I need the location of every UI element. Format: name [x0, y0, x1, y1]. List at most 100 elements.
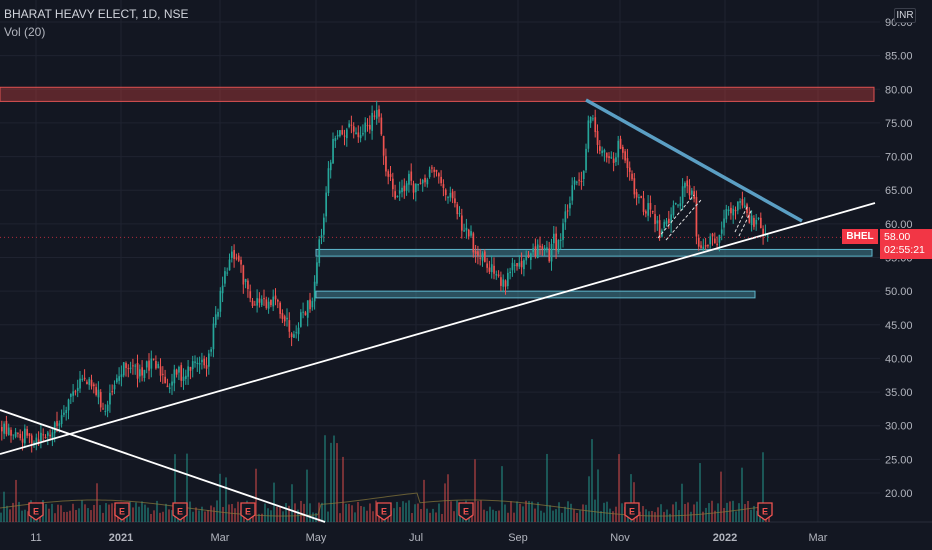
earnings-marker-label: E — [33, 507, 39, 517]
candle-body — [102, 408, 104, 410]
candle-body — [113, 384, 116, 390]
candle-body — [562, 223, 564, 240]
volume-bar — [78, 508, 80, 522]
volume-bar — [234, 508, 236, 522]
volume-bar — [240, 510, 242, 522]
candle-body — [762, 228, 764, 236]
volume-bar — [306, 469, 308, 522]
volume-bar — [327, 511, 329, 522]
volume-bar — [192, 511, 194, 522]
x-tick-label: 11 — [30, 532, 41, 544]
candle-body — [58, 423, 61, 426]
time-axis[interactable]: 11 2021 Mar May Jul Sep Nov 2022 Mar — [30, 532, 828, 544]
candle-body — [339, 130, 341, 137]
candle-body — [309, 299, 311, 310]
volume-bar — [72, 503, 74, 522]
volume-bar — [735, 511, 737, 522]
x-tick-label: May — [306, 532, 327, 544]
candle-body — [725, 209, 728, 220]
earnings-marker[interactable]: E — [172, 502, 188, 521]
earnings-marker-shape — [28, 502, 44, 521]
volume-bar — [96, 483, 98, 522]
volume-bar — [51, 503, 53, 522]
candle-body — [357, 132, 360, 138]
volume-bar — [648, 511, 650, 522]
candle-body — [723, 218, 725, 228]
candle-body — [686, 180, 689, 187]
earnings-marker[interactable]: E — [757, 502, 773, 521]
candle-body — [539, 245, 541, 248]
volume-bar — [0, 512, 2, 522]
candle-body — [240, 259, 242, 265]
volume-bar — [63, 512, 65, 522]
volume-indicator-label[interactable]: Vol (20) — [4, 25, 46, 39]
volume-bar — [210, 505, 212, 522]
y-tick-label: 80.00 — [885, 84, 913, 96]
volume-bar — [24, 509, 26, 522]
candle-body — [502, 279, 505, 287]
candle-body — [201, 359, 203, 363]
candle-body — [470, 231, 472, 236]
candle-body — [28, 433, 31, 436]
candle-body — [366, 125, 369, 127]
earnings-marker[interactable]: E — [240, 502, 256, 521]
candle-body — [189, 366, 192, 371]
candle-body — [431, 167, 433, 169]
earnings-marker-shape — [458, 502, 474, 521]
volume-bar — [345, 503, 347, 522]
y-tick-label: 50.00 — [885, 286, 913, 298]
candle-body — [755, 219, 758, 225]
volume-bar — [348, 503, 350, 522]
candle-body — [198, 363, 201, 365]
volume-bar — [18, 501, 20, 522]
volume-bar — [90, 510, 92, 522]
earnings-marker[interactable]: E — [458, 502, 474, 521]
volume-bar — [672, 504, 674, 522]
y-tick-label: 60.00 — [885, 219, 913, 231]
candle-body — [302, 311, 304, 313]
volume-bar — [429, 512, 431, 522]
candle-body — [155, 361, 157, 369]
earnings-marker[interactable]: E — [376, 502, 392, 521]
earnings-marker[interactable]: E — [624, 502, 640, 521]
volume-bar — [399, 507, 401, 522]
candle-body — [608, 156, 610, 158]
candle-body — [461, 215, 463, 231]
candle-body — [582, 171, 585, 180]
earnings-marker-label: E — [762, 507, 768, 517]
earnings-marker[interactable]: E — [114, 502, 130, 521]
candle-body — [10, 429, 12, 436]
candle-body — [594, 117, 597, 133]
volume-bar — [420, 509, 422, 522]
volume-bar — [141, 501, 143, 522]
candle-body — [697, 237, 700, 247]
volume-bar — [189, 501, 191, 522]
earnings-marker[interactable]: E — [28, 502, 44, 521]
y-tick-label: 85.00 — [885, 51, 913, 63]
currency-badge: INR — [894, 8, 916, 23]
x-tick-label: Mar — [809, 532, 828, 544]
candle-body — [435, 169, 438, 172]
candle-body — [465, 227, 468, 231]
candle-body — [599, 146, 601, 151]
volume-bar — [489, 506, 491, 522]
candle-body — [467, 229, 470, 237]
falling-trendline — [0, 409, 326, 523]
volume-bar — [477, 501, 479, 522]
candle-body — [550, 243, 553, 262]
candle-body — [311, 301, 314, 308]
volume-bar — [540, 510, 542, 522]
volume-bar — [285, 503, 287, 522]
candle-body — [5, 420, 8, 435]
candle-body — [665, 220, 668, 225]
y-tick-label: 65.00 — [885, 185, 913, 197]
volume-bar — [729, 501, 731, 522]
candle-body — [718, 234, 721, 243]
candle-body — [677, 204, 679, 206]
earnings-marker-label: E — [381, 507, 387, 517]
volume-bar — [480, 500, 482, 522]
volume-bar — [573, 509, 575, 522]
volume-bar — [660, 504, 662, 522]
volume-bar — [162, 511, 164, 522]
